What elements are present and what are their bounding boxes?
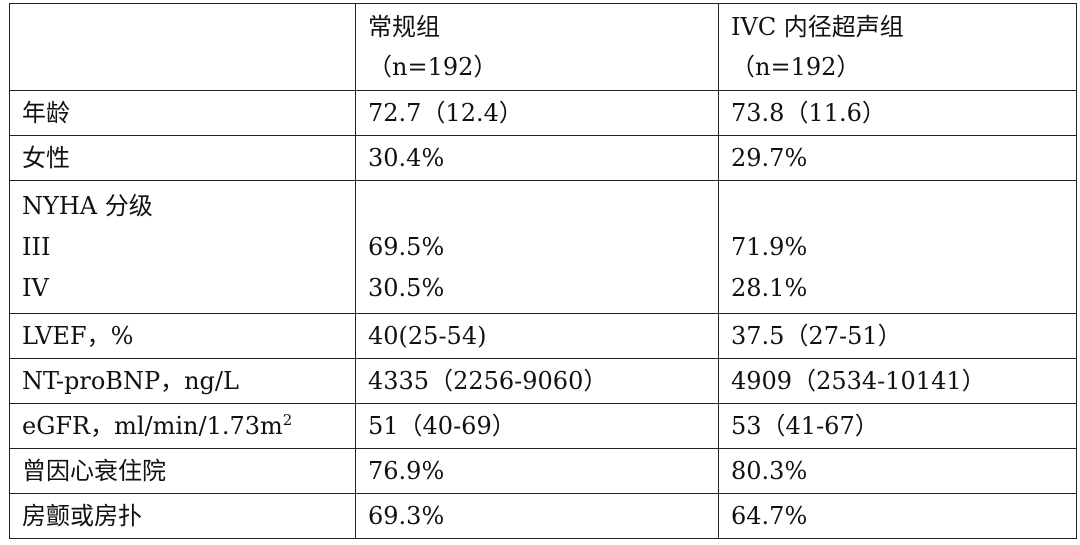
baseline-characteristics-table: 常规组 （n=192） IVC 内径超声组 （n=192） 年龄 72.7（12… xyxy=(9,3,1077,539)
nyha-spacer xyxy=(731,186,1076,227)
row-value-conventional: 30.4% xyxy=(355,135,719,181)
row-label: 女性 xyxy=(9,135,356,181)
row-value-ivc: 4909（2534-10141） xyxy=(718,358,1077,404)
row-value-conventional: 76.9% xyxy=(355,448,719,494)
row-value-ivc: 29.7% xyxy=(718,135,1077,181)
nyha-class3-conventional: 69.5% xyxy=(368,232,445,261)
row-label: LVEF，% xyxy=(9,313,356,359)
table-row-nyha: NYHA 分级 III IV 69.5% 30.5% 71.9% 28.1% xyxy=(9,180,1077,314)
table-row-lvef: LVEF，% 40(25-54) 37.5（27-51） xyxy=(9,313,1077,359)
table-row-ntprobnp: NT-proBNP，ng/L 4335（2256-9060） 4909（2534… xyxy=(9,358,1077,404)
row-value-conventional: 69.3% xyxy=(355,493,719,539)
header-empty-cell xyxy=(9,3,356,91)
row-value-ivc: 64.7% xyxy=(718,493,1077,539)
nyha-ivc-cell: 71.9% 28.1% xyxy=(718,180,1077,314)
nyha-class3-label: III xyxy=(22,232,51,261)
nyha-label-cell: NYHA 分级 III IV xyxy=(9,180,356,314)
nyha-class4-conventional: 30.5% xyxy=(368,273,445,302)
table-row-age: 年龄 72.7（12.4） 73.8（11.6） xyxy=(9,90,1077,136)
header-ivc-group: IVC 内径超声组 （n=192） xyxy=(718,3,1077,91)
row-value-conventional: 4335（2256-9060） xyxy=(355,358,719,404)
row-value-conventional: 72.7（12.4） xyxy=(355,90,719,136)
table-row-hf-hospitalization: 曾因心衰住院 76.9% 80.3% xyxy=(9,448,1077,494)
table-row-female: 女性 30.4% 29.7% xyxy=(9,135,1077,181)
table-row-egfr: eGFR，ml/min/1.73m2 51（40-69） 53（41-67） xyxy=(9,403,1077,449)
row-value-ivc: 80.3% xyxy=(718,448,1077,494)
header-ivc-title: IVC 内径超声组 xyxy=(731,13,904,41)
nyha-spacer xyxy=(368,186,718,227)
header-conventional-group: 常规组 （n=192） xyxy=(355,3,719,91)
table-row-af-flutter: 房颤或房扑 69.3% 64.7% xyxy=(9,493,1077,539)
nyha-conventional-cell: 69.5% 30.5% xyxy=(355,180,719,314)
header-ivc-n: （n=192） xyxy=(731,53,861,81)
row-value-ivc: 53（41-67） xyxy=(718,403,1077,449)
nyha-class4-ivc: 28.1% xyxy=(731,273,808,302)
row-label: 曾因心衰住院 xyxy=(9,448,356,494)
nyha-class3-ivc: 71.9% xyxy=(731,232,808,261)
egfr-label: eGFR，ml/min/1.73m xyxy=(22,411,283,440)
nyha-class4-label: IV xyxy=(22,273,49,302)
nyha-label: NYHA 分级 xyxy=(22,191,153,220)
egfr-label-cell: eGFR，ml/min/1.73m2 xyxy=(9,403,356,449)
row-label: 房颤或房扑 xyxy=(9,493,356,539)
row-value-ivc: 73.8（11.6） xyxy=(718,90,1077,136)
row-label: NT-proBNP，ng/L xyxy=(9,358,356,404)
egfr-label-superscript: 2 xyxy=(282,410,293,429)
row-value-conventional: 40(25-54) xyxy=(355,313,719,359)
header-conventional-title: 常规组 xyxy=(368,13,440,41)
row-label: 年龄 xyxy=(9,90,356,136)
header-conventional-n: （n=192） xyxy=(368,53,498,81)
row-value-conventional: 51（40-69） xyxy=(355,403,719,449)
row-value-ivc: 37.5（27-51） xyxy=(718,313,1077,359)
table-header-row: 常规组 （n=192） IVC 内径超声组 （n=192） xyxy=(9,3,1077,91)
